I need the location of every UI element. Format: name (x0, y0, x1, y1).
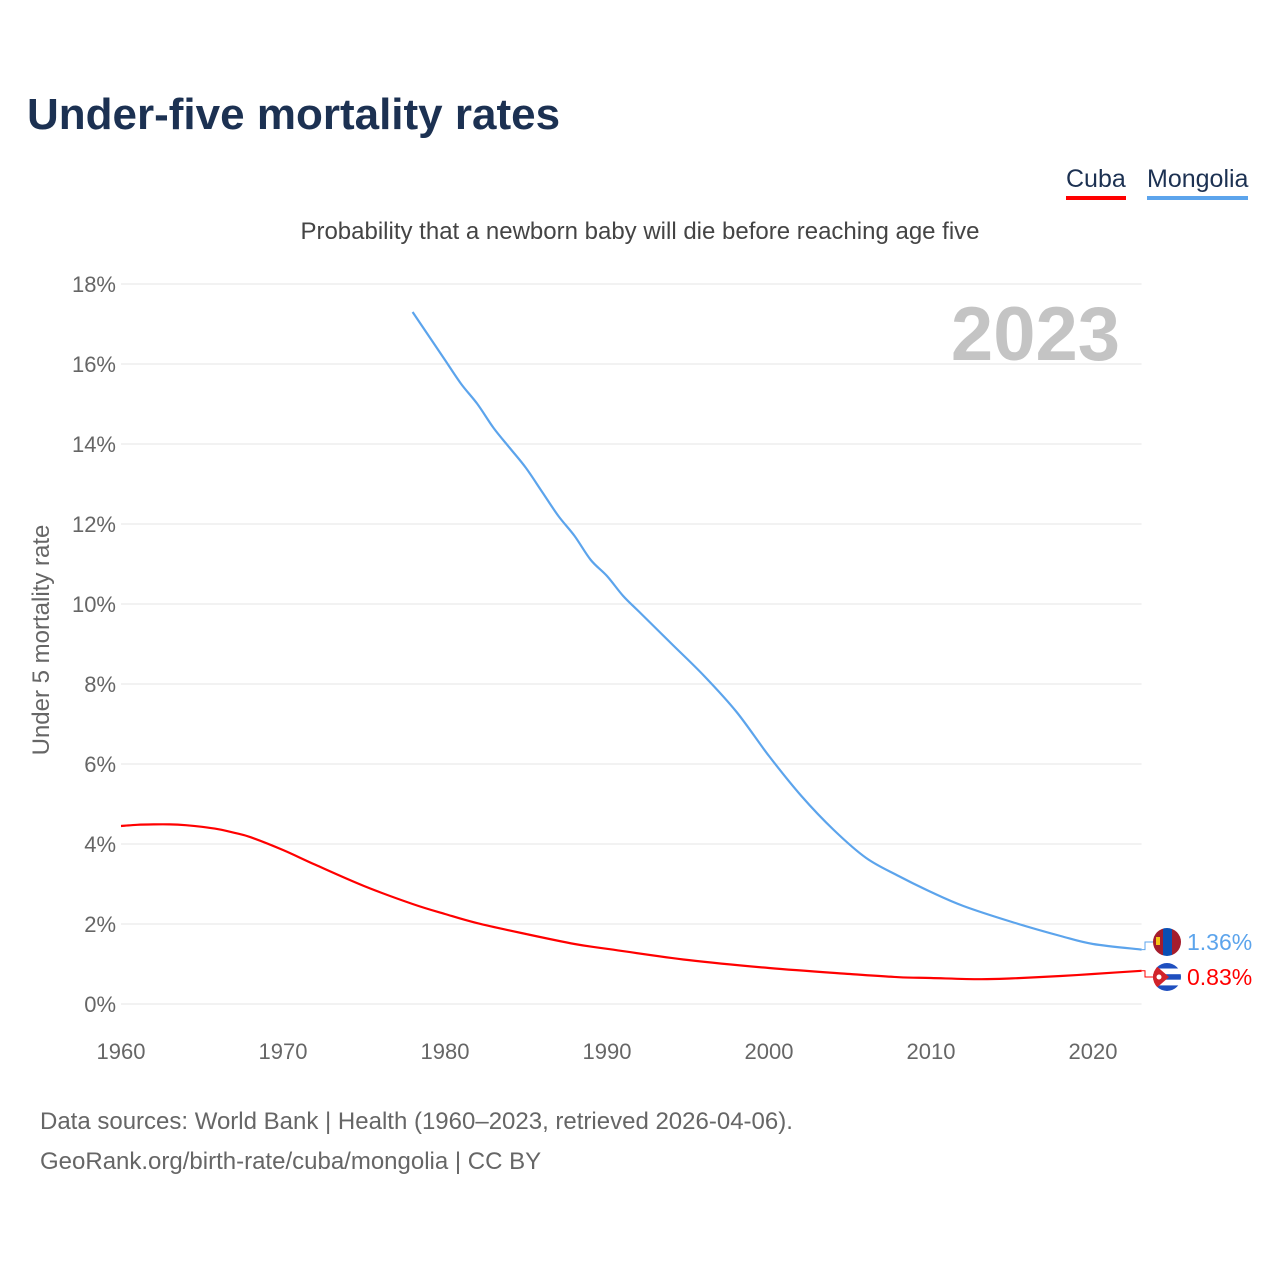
cuba-flag-icon (1153, 963, 1181, 991)
y-axis-label: Under 5 mortality rate (28, 524, 55, 756)
legend-mongolia[interactable]: Mongolia (1147, 165, 1249, 200)
y-tick-label: 6% (84, 752, 116, 777)
y-tick-label: 4% (84, 832, 116, 857)
x-tick-label: 2020 (1069, 1039, 1118, 1064)
y-tick-label: 10% (72, 592, 116, 617)
y-tick-label: 12% (72, 512, 116, 537)
y-tick-label: 16% (72, 352, 116, 377)
x-tick-label: 1970 (259, 1039, 308, 1064)
x-tick-label: 2010 (907, 1039, 956, 1064)
y-tick-label: 2% (84, 912, 116, 937)
end-value-label-mongolia: 1.36% (1187, 929, 1252, 955)
leader-line (1141, 970, 1153, 978)
mongolia-flag-icon (1153, 928, 1181, 956)
x-tick-label: 1980 (421, 1039, 470, 1064)
series-line-mongolia (411, 311, 1142, 951)
chart-subtitle: Probability that a newborn baby will die… (300, 218, 980, 245)
year-watermark: 2023 (951, 292, 1120, 377)
leader-line (1141, 941, 1153, 951)
x-tick-label: 1990 (583, 1039, 632, 1064)
y-tick-label: 8% (84, 672, 116, 697)
series-line-cuba (120, 823, 1142, 981)
y-tick-label: 14% (72, 432, 116, 457)
y-tick-label: 18% (72, 272, 116, 297)
source-link[interactable]: GeoRank.org/birth-rate/cuba/mongolia | C… (40, 1148, 542, 1175)
end-value-label-cuba: 0.83% (1187, 964, 1252, 990)
x-tick-label: 2000 (745, 1039, 794, 1064)
source-text: Data sources: World Bank | Health (1960–… (40, 1108, 793, 1135)
page-title: Under-five mortality rates (27, 90, 561, 139)
x-tick-label: 1960 (97, 1039, 146, 1064)
y-tick-label: 0% (84, 992, 116, 1017)
legend-cuba[interactable]: Cuba (1066, 165, 1126, 200)
